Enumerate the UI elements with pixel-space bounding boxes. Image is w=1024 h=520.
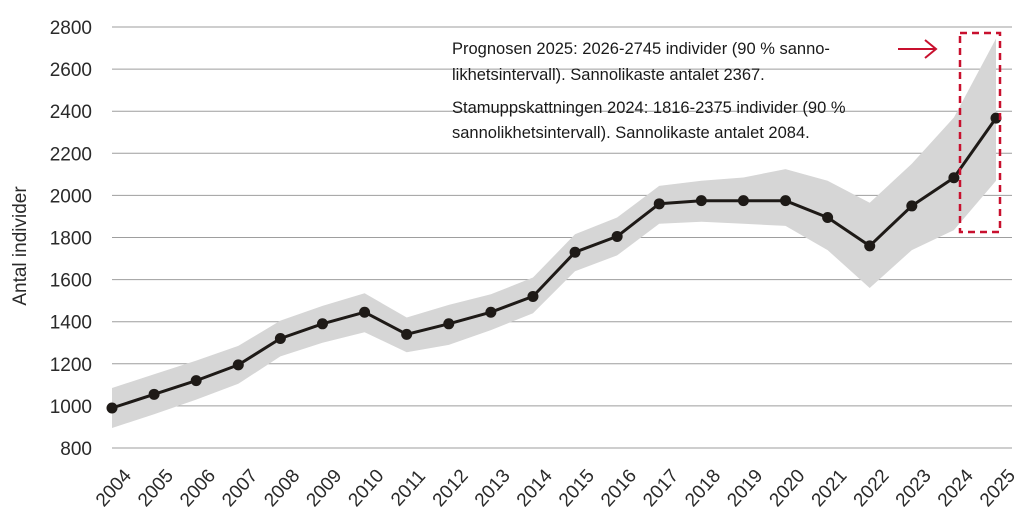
data-point: [569, 246, 581, 258]
y-tick-label: 2200: [50, 144, 92, 165]
data-point: [906, 200, 918, 212]
data-point: [864, 240, 876, 252]
data-point: [401, 328, 413, 340]
data-point: [485, 306, 497, 318]
y-tick-labels: 800 1000 1200 1400 1600 1800 2000 2200 2400 2600 2…: [50, 18, 92, 460]
y-tick-label: 1800: [50, 229, 92, 250]
data-point: [653, 198, 665, 210]
x-tick-label: 2012: [429, 466, 473, 511]
y-tick-label: 2400: [50, 102, 92, 123]
arrow-icon: [898, 39, 938, 59]
x-tick-label: 2007: [218, 466, 262, 511]
data-point: [695, 195, 707, 207]
y-tick-label: 2600: [50, 60, 92, 81]
data-point: [232, 359, 244, 371]
y-tick-label: 1200: [50, 355, 92, 376]
data-point: [948, 172, 960, 184]
forecast-highlight-box: [958, 31, 1002, 234]
y-tick-label: 1000: [50, 397, 92, 418]
x-tick-label: 2019: [723, 466, 767, 511]
y-tick-label: 800: [60, 439, 92, 460]
x-tick-label: 2023: [892, 466, 936, 511]
data-point: [190, 375, 202, 387]
data-point: [316, 318, 328, 330]
data-point: [737, 195, 749, 207]
x-tick-label: 2022: [850, 466, 894, 511]
x-tick-label: 2010: [345, 466, 389, 511]
x-tick-label: 2011: [387, 466, 430, 510]
data-point: [359, 306, 371, 318]
x-tick-label: 2015: [555, 466, 599, 511]
x-tick-label: 2009: [302, 466, 346, 511]
data-point: [148, 388, 160, 400]
x-tick-label: 2016: [597, 466, 641, 511]
forecast-note-line-1: Prognosen 2025: 2026-2745 individer (90 …: [452, 40, 830, 58]
x-tick-label: 2006: [176, 466, 220, 511]
x-tick-label: 2004: [92, 465, 136, 511]
x-tick-label: 2018: [681, 466, 725, 511]
data-point: [611, 230, 623, 242]
x-tick-labels: 2004200520062007200820092010201120122013…: [92, 465, 1020, 511]
confidence-band: [112, 38, 996, 428]
x-tick-label: 2024: [934, 465, 978, 511]
series-line: [111, 117, 998, 410]
x-tick-label: 2014: [513, 465, 557, 511]
y-axis-label: Antal individer: [10, 186, 31, 306]
x-tick-label: 2008: [260, 466, 304, 511]
data-point: [527, 290, 539, 302]
x-tick-label: 2025: [976, 466, 1020, 511]
data-point: [106, 402, 118, 414]
data-points: [106, 112, 1002, 414]
y-tick-label: 2800: [50, 18, 92, 39]
y-tick-label: 2000: [50, 186, 92, 207]
forecast-note-line-2: likhetsintervall). Sannolikaste antalet …: [452, 66, 765, 84]
census-note-line-1: Stamuppskattningen 2024: 1816-2375 indiv…: [452, 99, 846, 117]
x-tick-label: 2013: [471, 466, 515, 511]
x-tick-label: 2017: [639, 466, 683, 511]
data-point: [443, 318, 455, 330]
data-point: [822, 212, 834, 224]
data-point: [780, 195, 792, 207]
data-point: [274, 333, 286, 345]
x-tick-label: 2020: [765, 466, 809, 511]
x-tick-label: 2021: [808, 466, 852, 511]
y-tick-label: 1600: [50, 271, 92, 292]
census-note-line-2: sannolikhetsintervall). Sannolikaste ant…: [452, 124, 810, 142]
x-tick-label: 2005: [134, 466, 178, 511]
y-tick-label: 1400: [50, 313, 92, 334]
